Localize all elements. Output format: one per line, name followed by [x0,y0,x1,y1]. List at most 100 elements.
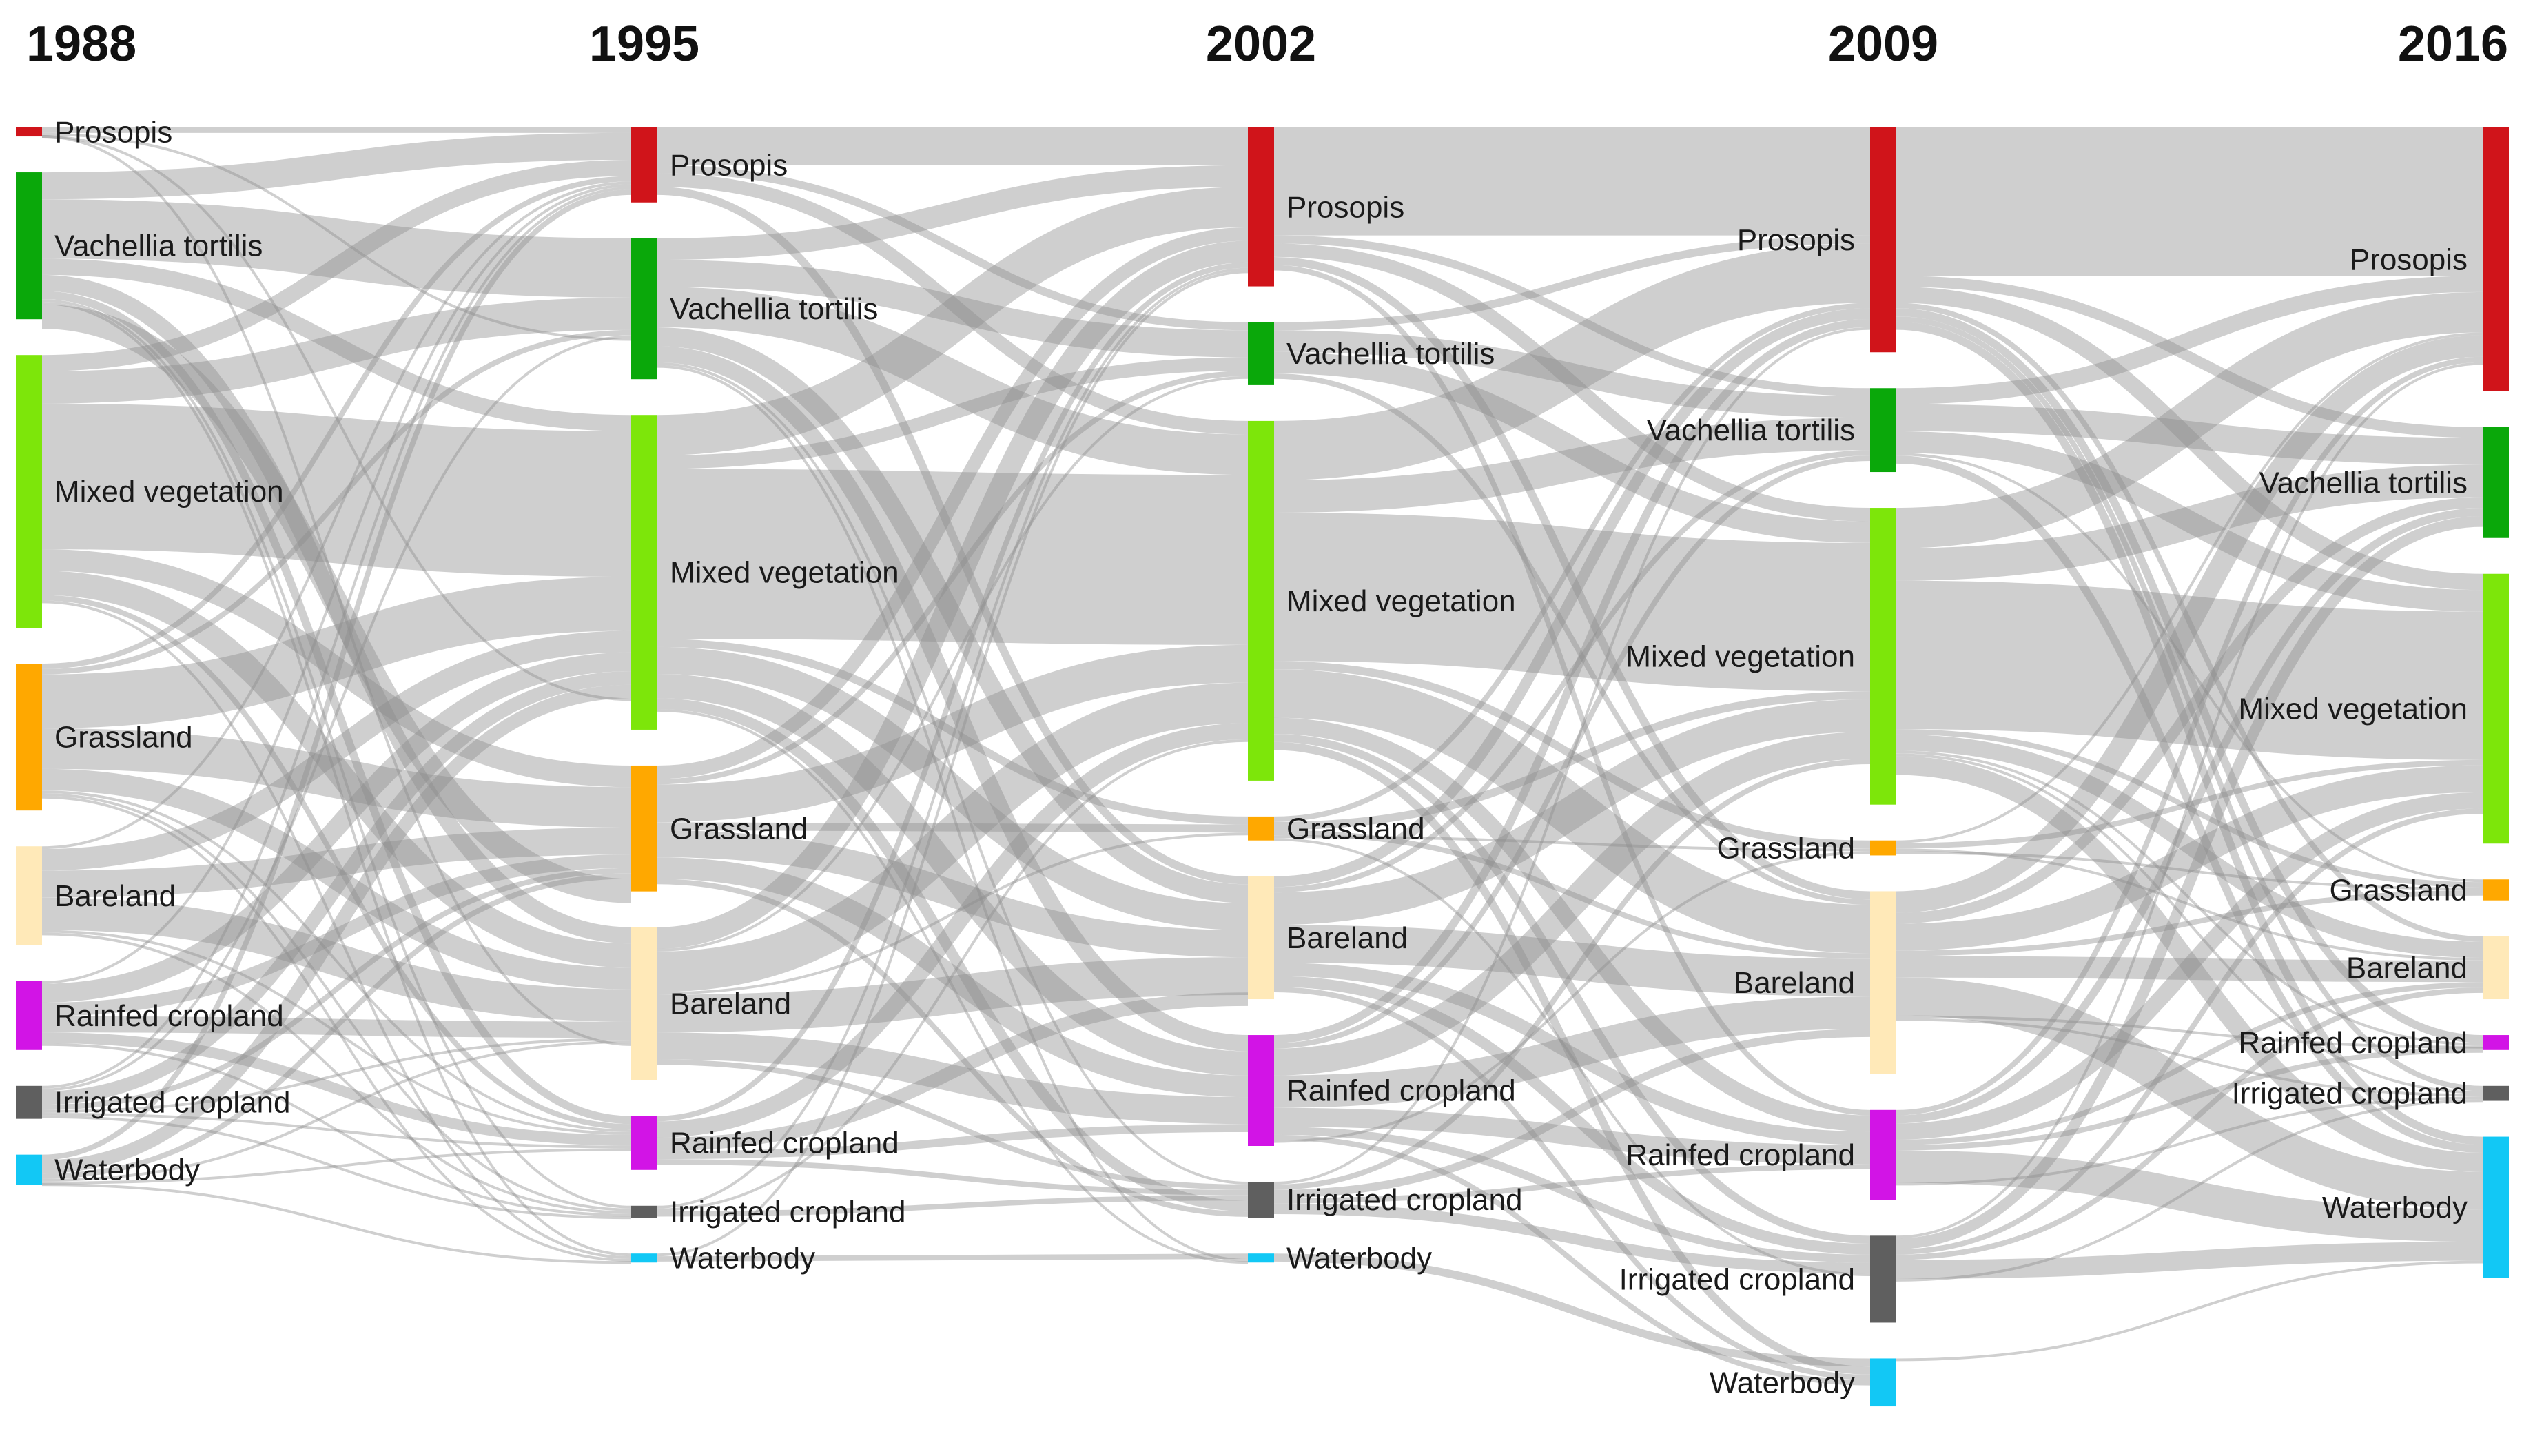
node-label: Vachellia tortilis [1647,413,1855,447]
flow-link [1273,830,1871,959]
flow-link [657,371,1249,785]
flow-link [1896,291,2483,548]
node-prosopis [1870,127,1896,353]
flow-link [41,258,632,431]
flow-link [1896,1018,2483,1097]
flow-link [1273,327,1871,1185]
node-prosopis [1248,127,1274,287]
node-label: Waterbody [1710,1366,1855,1399]
node-vachellia-tortilis [631,238,657,380]
flow-link [1896,1150,2483,1242]
flow-link [1896,792,2483,1140]
flow-link [657,739,1249,1211]
flow-link [657,287,1249,475]
flow-link [1896,303,2483,942]
flow-link [657,1124,1249,1160]
flow-link [41,184,632,984]
flow-link [41,1032,632,1146]
flow-link [1896,362,2483,1239]
node-label: Bareland [2346,951,2468,985]
flow-link [1273,699,1871,925]
node-mixed-vegetation [1248,420,1274,781]
flow-link [41,135,632,1046]
flow-link [41,868,632,1111]
flow-link [1273,996,1871,1108]
node-bareland [16,846,42,945]
flow-link [41,932,632,1214]
flow-link [657,165,1249,331]
node-label: Rainfed cropland [670,1127,899,1160]
flow-link [657,1059,1249,1190]
node-vachellia-tortilis [16,172,42,320]
flow-link [1273,308,1871,888]
node-rainfed-cropland [1870,1109,1896,1200]
flow-link [657,646,1249,930]
flow-link [1896,1099,2483,1282]
node-label: Waterbody [670,1242,815,1275]
flow-link [657,327,1249,903]
flow-link [657,723,1249,1138]
flow-link [41,187,632,1089]
flow-link [657,957,1249,1033]
flow-link [1896,580,2483,760]
node-prosopis [631,127,657,203]
flow-link [41,1148,632,1185]
node-grassland [1248,816,1274,841]
flow-link [1896,508,2483,1124]
flow-link [41,1043,632,1217]
flow-link [1896,734,2483,958]
flow-link [1896,332,2483,843]
node-label: Irrigated cropland [1286,1183,1522,1217]
node-label: Grassland [1716,832,1855,865]
flow-link [41,301,632,1257]
flow-link [1273,835,1871,852]
flow-link [657,187,1249,455]
flow-link [1273,330,1871,418]
flow-link [41,1115,632,1220]
class-labels: Prosopis Vachellia tortilis Mixed vegetati… [54,116,2468,1400]
node-waterbody [1870,1358,1896,1407]
node-rainfed-cropland [1248,1035,1274,1146]
flow-link [657,357,1249,469]
flow-link [1896,1015,2483,1049]
node-waterbody [16,1154,42,1185]
flow-link [1273,1127,1871,1263]
flow-link [1273,925,1871,997]
node-bareland [2483,936,2509,1000]
flow-link [1273,513,1871,692]
flow-link [1273,303,1871,822]
flow-link [1896,729,2483,888]
flow-link [1896,497,2483,924]
flow-link [41,199,632,298]
flow-link [41,297,632,404]
node-label: Rainfed cropland [54,999,284,1033]
flow-link [1896,956,2483,983]
flow-link [1273,838,1871,1277]
flow-link [41,600,632,1260]
node-label: Grassland [2329,873,2468,907]
node-grassland [2483,879,2509,901]
flow-link [41,304,632,903]
flow-link [1273,256,1871,900]
flow-link [41,768,632,990]
flow-link [41,274,632,944]
flow-link [41,329,632,675]
flow-link [1273,669,1871,954]
year-label-2016: 2016 [2398,17,2508,72]
node-label: Prosopis [54,116,172,150]
node-label: Prosopis [1737,223,1855,257]
flow-link [657,644,1249,823]
flow-link [41,897,632,1022]
node-label: Irrigated cropland [1619,1262,1855,1296]
flow-link [657,262,1249,1122]
node-label: Prosopis [1286,190,1404,224]
flow-link [41,335,632,1091]
node-irrigated-cropland [631,1205,657,1218]
flow-link [1896,431,2483,612]
flow-link [41,1016,632,1038]
flow-link [1896,515,2483,1249]
node-irrigated-cropland [2483,1085,2509,1101]
node-label: Vachellia tortilis [1286,337,1495,371]
flow-link [657,362,1249,1185]
flow-link [1896,1096,2483,1186]
